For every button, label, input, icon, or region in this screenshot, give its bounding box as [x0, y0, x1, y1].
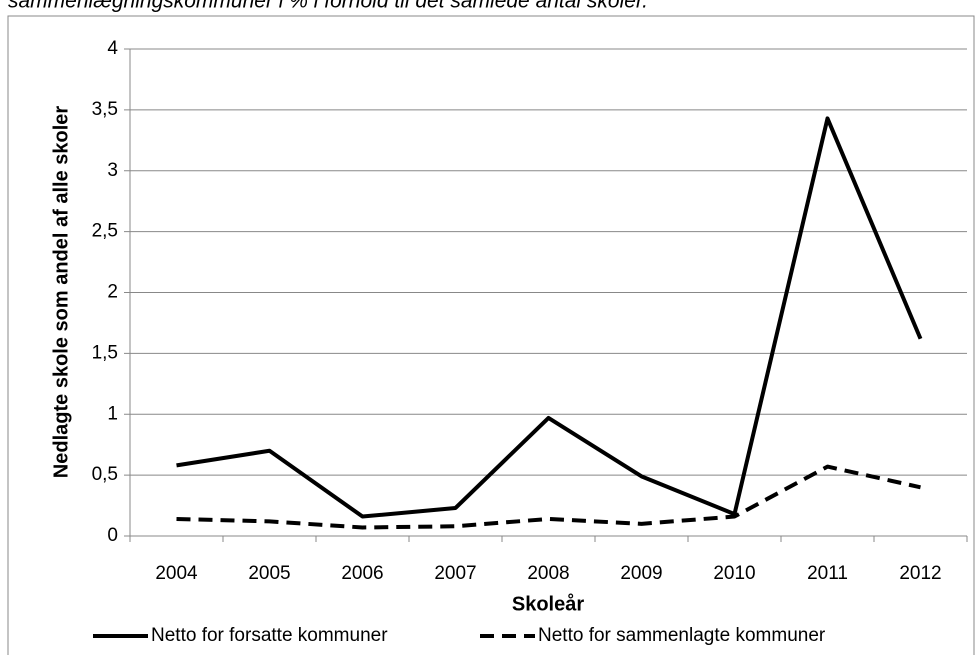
y-tick-label: 2,5 [92, 221, 118, 242]
line-series [176, 464, 921, 530]
y-tick-label: 1 [107, 403, 118, 424]
y-tick-label: 0,5 [92, 464, 118, 485]
x-tick-label: 2012 [899, 563, 941, 584]
x-tick-label: 2004 [155, 563, 198, 584]
x-tick-label: 2006 [341, 563, 383, 584]
x-tick-label: 2007 [434, 563, 476, 584]
x-tick-label: 2008 [527, 563, 569, 584]
y-tick-label: 0 [107, 525, 118, 546]
legend-label: Netto for sammenlagte kommuner [538, 625, 826, 646]
y-tick-label: 4 [107, 38, 118, 59]
x-tick-label: 2010 [713, 563, 755, 584]
chart-title: sammenlægningskommuner i % i forhold til… [8, 0, 648, 13]
chart-border [7, 15, 975, 655]
y-axis-label: Nedlagte skole som andel af alle skoler [50, 106, 72, 479]
legend-label: Netto for forsatte kommuner [151, 625, 388, 646]
y-tick-label: 3,5 [92, 99, 118, 120]
x-tick-label: 2005 [248, 563, 290, 584]
y-tick-label: 3 [107, 160, 118, 181]
line-series [176, 116, 923, 519]
y-tick-label: 2 [107, 282, 118, 303]
x-axis-label: Skoleår [512, 592, 584, 615]
x-tick-label: 2009 [620, 563, 662, 584]
y-tick-label: 1,5 [92, 342, 118, 363]
x-tick-label: 2011 [807, 563, 848, 584]
